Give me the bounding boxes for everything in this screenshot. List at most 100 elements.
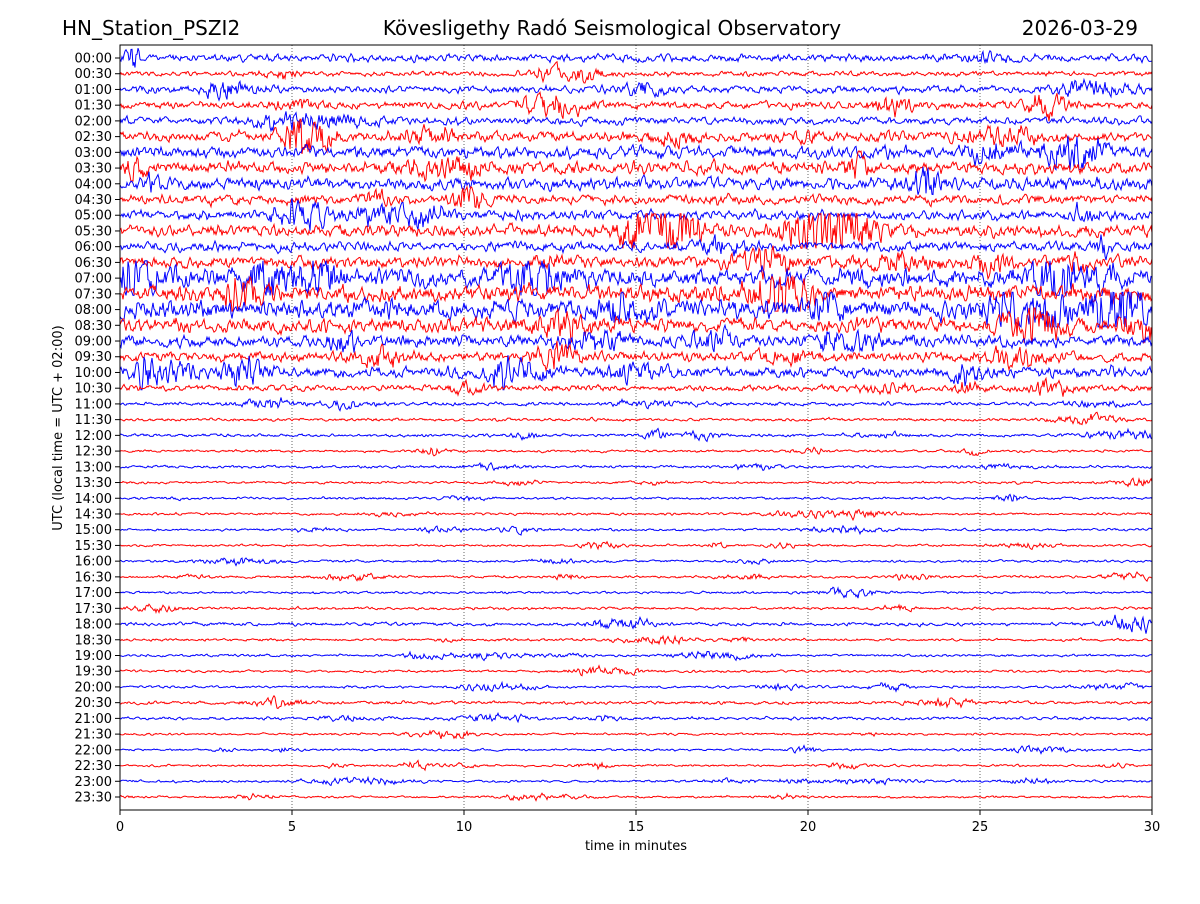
y-tick-label: 07:30 (75, 287, 112, 302)
y-tick-label: 11:30 (75, 413, 112, 428)
y-tick-label: 06:00 (75, 240, 112, 255)
y-tick-label: 01:00 (75, 83, 112, 98)
y-tick-label: 02:30 (75, 130, 112, 145)
trace-1930 (119, 664, 1153, 677)
trace-1430 (119, 508, 1153, 522)
trace-1530 (119, 540, 1153, 551)
trace-1630 (119, 571, 1153, 582)
y-tick-label: 21:00 (75, 712, 112, 727)
y-tick-label: 16:30 (75, 570, 112, 585)
trace-1330 (119, 477, 1153, 488)
trace-2230 (120, 759, 1153, 772)
trace-0500 (119, 197, 1153, 231)
y-tick-label: 19:30 (75, 665, 112, 680)
trace-0330 (119, 149, 1153, 183)
y-tick-label: 17:30 (75, 602, 112, 617)
y-tick-label: 08:00 (75, 303, 112, 318)
y-tick-label: 10:00 (75, 366, 112, 381)
trace-1100 (119, 397, 1153, 412)
trace-1700 (119, 586, 1153, 599)
trace-1500 (120, 524, 1153, 536)
x-tick-label: 25 (972, 820, 989, 835)
x-tick-label: 0 (116, 820, 124, 835)
y-tick-label: 16:00 (75, 555, 112, 570)
y-tick-label: 22:00 (75, 743, 112, 758)
y-tick-label: 04:30 (75, 193, 112, 208)
trace-1800 (119, 614, 1153, 634)
trace-0000 (119, 48, 1153, 68)
date-title: 2026-03-29 (1022, 16, 1138, 40)
x-tick-label: 20 (800, 820, 817, 835)
trace-0930 (119, 340, 1153, 372)
y-tick-label: 05:30 (75, 224, 112, 239)
y-tick-label: 02:00 (75, 114, 112, 129)
trace-1400 (119, 493, 1153, 502)
trace-0300 (119, 135, 1153, 171)
y-tick-label: 01:30 (75, 99, 112, 114)
trace-0530 (119, 212, 1153, 249)
trace-0730 (119, 274, 1153, 312)
trace-2300 (119, 775, 1153, 787)
x-axis-label: time in minutes (585, 839, 687, 854)
trace-1300 (119, 461, 1153, 472)
trace-2000 (119, 680, 1153, 693)
trace-2100 (119, 711, 1153, 724)
y-tick-label: 23:30 (75, 791, 112, 806)
trace-0830 (119, 307, 1153, 344)
y-tick-label: 23:00 (75, 775, 112, 790)
trace-0430 (119, 185, 1153, 209)
y-tick-label: 14:00 (75, 492, 112, 507)
chart-title: Kövesligethy Radó Seismological Observat… (383, 16, 841, 40)
x-tick-label: 30 (1144, 820, 1161, 835)
y-tick-label: 03:30 (75, 162, 112, 177)
x-tick-label: 5 (288, 820, 296, 835)
trace-0900 (119, 323, 1153, 354)
y-tick-label: 14:30 (75, 507, 112, 522)
trace-0800 (119, 290, 1153, 328)
trace-2030 (119, 694, 1153, 710)
y-tick-label: 18:00 (75, 618, 112, 633)
x-tick-label: 15 (628, 820, 645, 835)
trace-0200 (119, 111, 1153, 133)
y-tick-label: 05:00 (75, 209, 112, 224)
x-tick-label: 10 (456, 820, 473, 835)
trace-0600 (119, 234, 1153, 261)
y-tick-label: 17:00 (75, 586, 112, 601)
y-tick-label: 12:00 (75, 429, 112, 444)
trace-0130 (119, 91, 1153, 122)
trace-1030 (119, 376, 1152, 397)
trace-2200 (119, 744, 1153, 755)
y-tick-label: 09:00 (75, 335, 112, 350)
trace-1900 (119, 650, 1152, 662)
y-tick-label: 11:00 (75, 397, 112, 412)
y-tick-label: 21:30 (75, 728, 112, 743)
y-tick-label: 13:00 (75, 460, 112, 475)
y-tick-label: 06:30 (75, 256, 112, 271)
trace-1730 (119, 603, 1153, 615)
y-tick-label: 00:00 (75, 52, 112, 67)
y-tick-label: 13:30 (75, 476, 112, 491)
y-tick-label: 15:00 (75, 523, 112, 538)
y-tick-label: 08:30 (75, 319, 112, 334)
trace-1830 (119, 634, 1153, 646)
y-tick-label: 15:30 (75, 539, 112, 554)
y-tick-label: 03:00 (75, 146, 112, 161)
y-tick-label: 07:00 (75, 272, 112, 287)
y-tick-label: 00:30 (75, 67, 112, 82)
trace-1600 (119, 557, 1153, 567)
y-tick-label: 12:30 (75, 445, 112, 460)
y-axis-label: UTC (local time = UTC + 02:00) (51, 325, 66, 530)
trace-2130 (119, 729, 1153, 740)
trace-1230 (119, 446, 1153, 457)
y-tick-label: 22:30 (75, 759, 112, 774)
y-tick-label: 20:00 (75, 680, 112, 695)
trace-0700 (119, 260, 1153, 297)
trace-1200 (119, 427, 1153, 443)
trace-0030 (119, 60, 1153, 84)
trace-0630 (119, 245, 1153, 281)
y-tick-label: 04:00 (75, 177, 112, 192)
y-tick-label: 10:30 (75, 382, 112, 397)
y-tick-label: 18:30 (75, 633, 112, 648)
